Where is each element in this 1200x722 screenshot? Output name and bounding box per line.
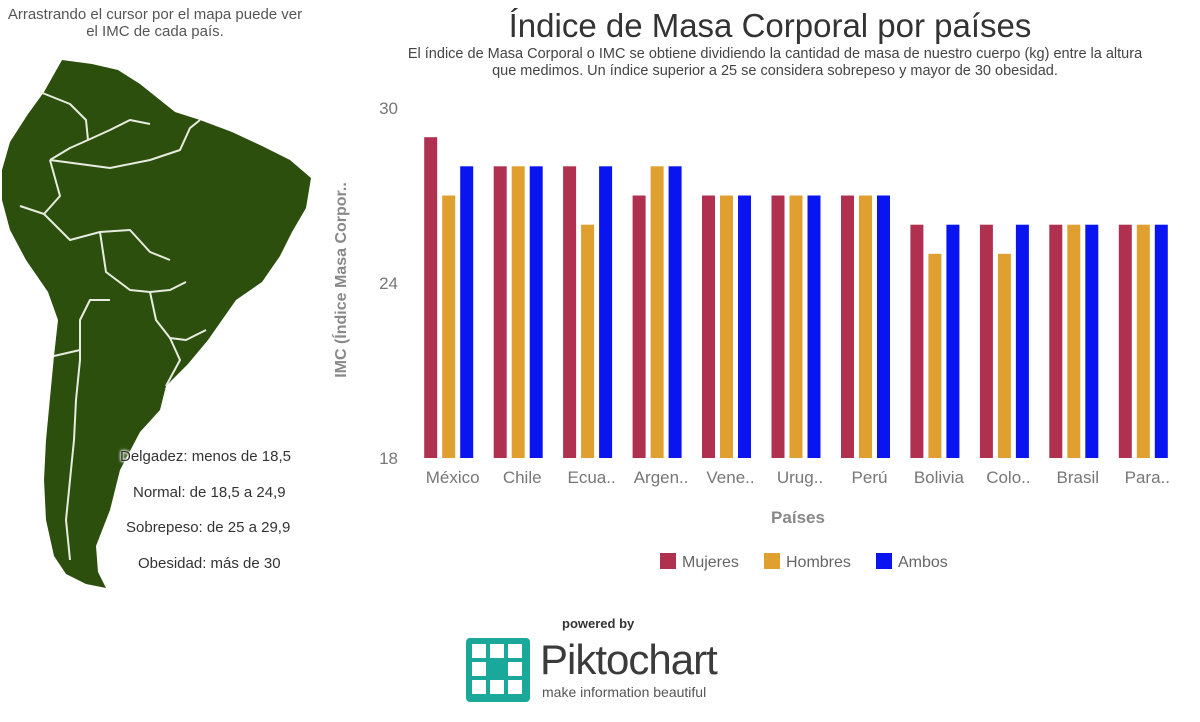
x-tick-label: México [426, 468, 480, 487]
bar-ambos-8[interactable] [1015, 224, 1029, 458]
bar-mujeres-7[interactable] [910, 224, 924, 458]
bar-ambos-4[interactable] [738, 195, 751, 459]
bar-hombres-7[interactable] [928, 253, 942, 458]
bar-hombres-2[interactable] [581, 224, 595, 458]
bar-hombres-0[interactable] [442, 195, 456, 459]
x-tick-label: Chile [503, 468, 542, 487]
x-tick-label: Bolivia [914, 468, 965, 487]
x-tick-label: Urug.. [777, 468, 823, 487]
bar-ambos-9[interactable] [1085, 224, 1099, 458]
south-america-landmass[interactable] [2, 60, 311, 588]
x-tick-label: Brasil [1057, 468, 1100, 487]
bar-mujeres-0[interactable] [424, 137, 438, 458]
bar-ambos-7[interactable] [946, 224, 960, 458]
legend-swatch-hombres [764, 553, 780, 569]
y-axis-label: IMC (Índice Masa Corpor.. [331, 182, 350, 378]
x-tick-label: Vene.. [706, 468, 754, 487]
legend-label-ambos[interactable]: Ambos [898, 554, 948, 571]
x-tick-label: Para.. [1125, 468, 1170, 487]
bar-hombres-10[interactable] [1136, 224, 1150, 458]
x-tick-label: Ecua.. [567, 468, 615, 487]
chart-title: Índice de Masa Corporal por países [508, 7, 1032, 44]
map-panel: Arrastrando el cursor por el mapa puede … [0, 0, 340, 600]
legend-swatch-mujeres [660, 553, 676, 569]
bar-ambos-1[interactable] [529, 166, 543, 459]
x-tick-label: Argen.. [634, 468, 689, 487]
imc-legend-normal: Normal: de 18,5 a 24,9 [133, 484, 286, 501]
bar-ambos-10[interactable] [1154, 224, 1168, 458]
bar-ambos-0[interactable] [460, 166, 474, 459]
bar-hombres-3[interactable] [650, 166, 664, 459]
bar-ambos-6[interactable] [877, 195, 890, 459]
powered-by-badge[interactable]: powered by Piktochart make information b… [462, 614, 762, 714]
legend-label-hombres[interactable]: Hombres [786, 554, 851, 571]
imc-legend-sobrepeso: Sobrepeso: de 25 a 29,9 [126, 519, 291, 536]
legend-label-mujeres[interactable]: Mujeres [682, 554, 739, 571]
y-tick-label: 30 [379, 99, 398, 118]
bar-hombres-9[interactable] [1067, 224, 1081, 458]
y-tick-label: 18 [379, 449, 398, 468]
bar-mujeres-4[interactable] [702, 195, 715, 459]
bar-hombres-4[interactable] [720, 195, 733, 459]
imc-legend-delgadez: Delgadez: menos de 18,5 [120, 448, 291, 465]
piktochart-tagline: make information beautiful [542, 684, 707, 700]
bar-mujeres-2[interactable] [563, 166, 577, 459]
legend-swatch-ambos [876, 553, 892, 569]
x-tick-label: Colo.. [986, 468, 1030, 487]
bar-mujeres-1[interactable] [493, 166, 507, 459]
bar-hombres-8[interactable] [997, 253, 1011, 458]
bar-mujeres-9[interactable] [1049, 224, 1063, 458]
bar-hombres-6[interactable] [859, 195, 872, 459]
map-hint: Arrastrando el cursor por el mapa puede … [7, 6, 303, 40]
bar-mujeres-5[interactable] [771, 195, 785, 459]
bar-mujeres-10[interactable] [1118, 224, 1132, 458]
powered-by-label: powered by [562, 616, 635, 631]
bar-ambos-2[interactable] [599, 166, 613, 459]
bar-mujeres-8[interactable] [979, 224, 993, 458]
bar-mujeres-6[interactable] [841, 195, 854, 459]
x-tick-label: Perú [852, 468, 888, 487]
y-tick-label: 24 [379, 274, 398, 293]
imc-legend-obesidad: Obesidad: más de 30 [138, 555, 281, 572]
chart-subtitle: El índice de Masa Corporal o IMC se obti… [407, 46, 1143, 79]
x-axis-label: Países [771, 508, 825, 527]
bar-mujeres-3[interactable] [632, 195, 646, 459]
south-america-map[interactable] [0, 0, 340, 600]
bar-hombres-1[interactable] [511, 166, 525, 459]
bar-ambos-5[interactable] [807, 195, 821, 459]
piktochart-logo-icon [466, 638, 530, 702]
piktochart-brand: Piktochart [540, 636, 718, 683]
bar-hombres-5[interactable] [789, 195, 803, 459]
bar-chart: México Chile Ecua.. Argen.. Vene.. Urug.. Perú… [331, 99, 1170, 571]
bar-ambos-3[interactable] [668, 166, 682, 459]
